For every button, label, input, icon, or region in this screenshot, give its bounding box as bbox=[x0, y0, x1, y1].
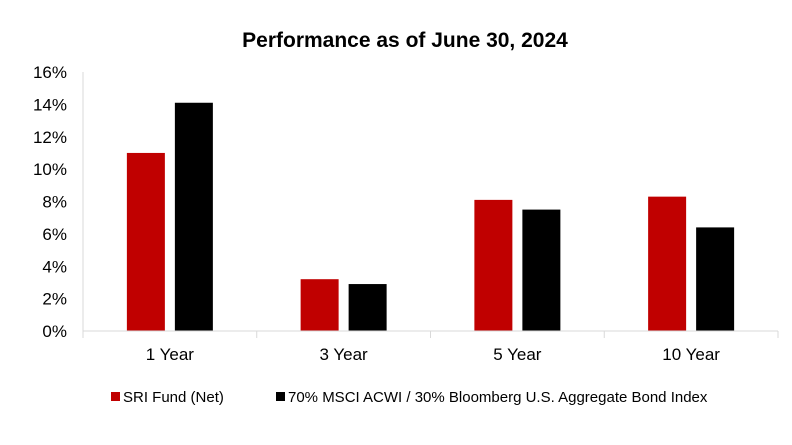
bar-benchmark-3-year bbox=[348, 284, 387, 331]
legend-label-benchmark: 70% MSCI ACWI / 30% Bloomberg U.S. Aggre… bbox=[288, 389, 708, 406]
legend-swatch-fund bbox=[111, 392, 120, 401]
y-tick-label: 6% bbox=[42, 225, 67, 244]
x-category-label: 10 Year bbox=[662, 345, 720, 364]
bar-benchmark-10-year bbox=[696, 227, 735, 331]
bar-fund-1-year bbox=[126, 152, 165, 331]
bar-fund-3-year bbox=[300, 279, 339, 331]
chart-title: Performance as of June 30, 2024 bbox=[242, 29, 568, 52]
y-tick-label: 8% bbox=[42, 193, 67, 212]
y-tick-label: 0% bbox=[42, 322, 67, 341]
legend: SRI Fund (Net) 70% MSCI ACWI / 30% Bloomb… bbox=[111, 389, 708, 406]
bar-benchmark-1-year bbox=[174, 102, 213, 331]
y-tick-label: 2% bbox=[42, 290, 67, 309]
y-tick-label: 14% bbox=[33, 95, 67, 114]
y-tick-label: 4% bbox=[42, 257, 67, 276]
bar-fund-5-year bbox=[474, 199, 513, 331]
bars-group bbox=[126, 102, 735, 331]
x-category-label: 3 Year bbox=[320, 345, 369, 364]
y-axis: 0% 2% 4% 6% 8% 10% 12% 14% 16% bbox=[33, 63, 84, 341]
legend-label-fund: SRI Fund (Net) bbox=[123, 389, 224, 406]
x-category-label: 5 Year bbox=[493, 345, 542, 364]
y-tick-label: 12% bbox=[33, 128, 67, 147]
bar-benchmark-5-year bbox=[522, 209, 561, 331]
x-category-label: 1 Year bbox=[146, 345, 195, 364]
x-axis: 1 Year 3 Year 5 Year 10 Year bbox=[82, 330, 779, 364]
bar-fund-10-year bbox=[648, 196, 687, 331]
y-tick-label: 16% bbox=[33, 63, 67, 82]
legend-swatch-benchmark bbox=[276, 392, 285, 401]
y-tick-label: 10% bbox=[33, 160, 67, 179]
